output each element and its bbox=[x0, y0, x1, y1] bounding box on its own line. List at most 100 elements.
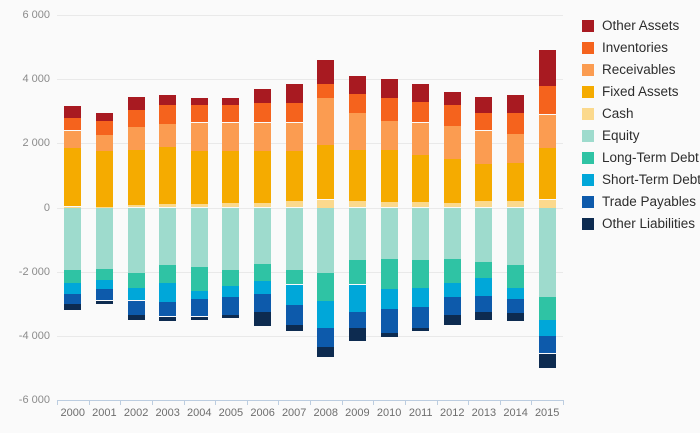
bar-segment-fixed-assets[interactable] bbox=[380, 149, 398, 202]
bar-segment-trade-payables[interactable] bbox=[285, 305, 303, 325]
bar-segment-fixed-assets[interactable] bbox=[443, 159, 461, 203]
bar-segment-short-term-debt[interactable] bbox=[254, 281, 272, 295]
bar-segment-other-liabilities[interactable] bbox=[190, 316, 208, 320]
bar-segment-cash[interactable] bbox=[64, 206, 82, 208]
bar-segment-cash[interactable] bbox=[380, 201, 398, 208]
bar-segment-other-assets[interactable] bbox=[127, 96, 145, 110]
bar-segment-other-assets[interactable] bbox=[159, 95, 177, 105]
bar-segment-inventories[interactable] bbox=[348, 93, 366, 113]
bar-segment-fixed-assets[interactable] bbox=[159, 146, 177, 204]
bar-segment-trade-payables[interactable] bbox=[159, 302, 177, 317]
bar-segment-trade-payables[interactable] bbox=[95, 289, 113, 301]
bar-segment-long-term-debt[interactable] bbox=[380, 258, 398, 290]
legend-item-cash[interactable]: Cash bbox=[582, 107, 700, 120]
bar-segment-inventories[interactable] bbox=[285, 103, 303, 123]
bar-segment-other-liabilities[interactable] bbox=[95, 300, 113, 304]
bar-segment-trade-payables[interactable] bbox=[507, 298, 525, 314]
bar-segment-long-term-debt[interactable] bbox=[412, 260, 430, 288]
legend-item-trade-payables[interactable]: Trade Payables bbox=[582, 195, 700, 208]
bar-segment-receivables[interactable] bbox=[443, 125, 461, 160]
bar-segment-receivables[interactable] bbox=[285, 122, 303, 152]
bar-segment-inventories[interactable] bbox=[64, 117, 82, 131]
bar-segment-equity[interactable] bbox=[380, 207, 398, 259]
bar-segment-fixed-assets[interactable] bbox=[222, 151, 240, 204]
bar-segment-inventories[interactable] bbox=[254, 103, 272, 123]
bar-segment-trade-payables[interactable] bbox=[443, 297, 461, 315]
bar-segment-inventories[interactable] bbox=[475, 112, 493, 131]
bar-segment-other-assets[interactable] bbox=[412, 84, 430, 102]
bar-segment-fixed-assets[interactable] bbox=[95, 151, 113, 207]
bar-segment-receivables[interactable] bbox=[412, 122, 430, 155]
legend-item-other-liabilities[interactable]: Other Liabilities bbox=[582, 217, 700, 230]
bar-segment-other-liabilities[interactable] bbox=[507, 313, 525, 322]
bar-segment-equity[interactable] bbox=[127, 207, 145, 274]
bar-segment-other-assets[interactable] bbox=[443, 92, 461, 105]
bar-segment-long-term-debt[interactable] bbox=[348, 260, 366, 285]
bar-segment-other-liabilities[interactable] bbox=[285, 324, 303, 331]
bar-segment-receivables[interactable] bbox=[222, 122, 240, 152]
bar-segment-short-term-debt[interactable] bbox=[412, 287, 430, 307]
bar-segment-equity[interactable] bbox=[190, 207, 208, 267]
bar-segment-long-term-debt[interactable] bbox=[507, 265, 525, 288]
legend-item-inventories[interactable]: Inventories bbox=[582, 41, 700, 54]
bar-segment-cash[interactable] bbox=[222, 203, 240, 208]
bar-segment-cash[interactable] bbox=[254, 203, 272, 208]
bar-segment-receivables[interactable] bbox=[127, 127, 145, 150]
bar-segment-other-assets[interactable] bbox=[190, 98, 208, 105]
bar-segment-equity[interactable] bbox=[507, 207, 525, 266]
bar-segment-short-term-debt[interactable] bbox=[127, 287, 145, 301]
bar-segment-other-liabilities[interactable] bbox=[317, 347, 335, 357]
bar-segment-cash[interactable] bbox=[159, 203, 177, 208]
bar-segment-fixed-assets[interactable] bbox=[317, 144, 335, 200]
bar-segment-other-assets[interactable] bbox=[475, 96, 493, 113]
legend-item-other-assets[interactable]: Other Assets bbox=[582, 19, 700, 32]
bar-segment-equity[interactable] bbox=[222, 207, 240, 271]
bar-segment-other-assets[interactable] bbox=[285, 84, 303, 104]
bar-segment-cash[interactable] bbox=[317, 199, 335, 208]
bar-segment-other-assets[interactable] bbox=[95, 112, 113, 121]
bar-segment-long-term-debt[interactable] bbox=[285, 270, 303, 285]
bar-segment-cash[interactable] bbox=[443, 202, 461, 208]
bar-segment-equity[interactable] bbox=[95, 207, 113, 269]
bar-segment-long-term-debt[interactable] bbox=[317, 273, 335, 301]
bar-segment-trade-payables[interactable] bbox=[127, 300, 145, 315]
bar-segment-equity[interactable] bbox=[317, 207, 335, 274]
bar-segment-other-assets[interactable] bbox=[348, 76, 366, 94]
legend-item-long-term-debt[interactable]: Long-Term Debt bbox=[582, 151, 700, 164]
bar-segment-long-term-debt[interactable] bbox=[159, 265, 177, 283]
bar-segment-cash[interactable] bbox=[348, 201, 366, 208]
legend-item-receivables[interactable]: Receivables bbox=[582, 63, 700, 76]
bar-segment-trade-payables[interactable] bbox=[412, 307, 430, 328]
bar-segment-inventories[interactable] bbox=[538, 85, 556, 115]
bar-segment-fixed-assets[interactable] bbox=[507, 162, 525, 202]
bar-segment-fixed-assets[interactable] bbox=[64, 148, 82, 207]
bar-segment-fixed-assets[interactable] bbox=[127, 149, 145, 205]
bar-segment-other-assets[interactable] bbox=[254, 88, 272, 104]
bar-segment-other-assets[interactable] bbox=[538, 50, 556, 86]
bar-segment-short-term-debt[interactable] bbox=[475, 278, 493, 296]
bar-segment-other-liabilities[interactable] bbox=[380, 332, 398, 338]
bar-segment-cash[interactable] bbox=[127, 204, 145, 208]
bar-segment-cash[interactable] bbox=[475, 201, 493, 208]
legend-item-fixed-assets[interactable]: Fixed Assets bbox=[582, 85, 700, 98]
bar-segment-long-term-debt[interactable] bbox=[254, 263, 272, 282]
bar-segment-short-term-debt[interactable] bbox=[222, 286, 240, 298]
bar-segment-equity[interactable] bbox=[443, 207, 461, 259]
bar-segment-inventories[interactable] bbox=[159, 104, 177, 125]
bar-segment-fixed-assets[interactable] bbox=[538, 148, 556, 200]
bar-segment-equity[interactable] bbox=[159, 207, 177, 266]
legend-item-equity[interactable]: Equity bbox=[582, 129, 700, 142]
bar-segment-equity[interactable] bbox=[475, 207, 493, 262]
bar-segment-short-term-debt[interactable] bbox=[317, 300, 335, 328]
bar-segment-trade-payables[interactable] bbox=[538, 335, 556, 354]
bar-segment-fixed-assets[interactable] bbox=[348, 149, 366, 202]
bar-segment-other-liabilities[interactable] bbox=[475, 311, 493, 320]
bar-segment-other-assets[interactable] bbox=[380, 79, 398, 99]
bar-segment-fixed-assets[interactable] bbox=[475, 164, 493, 202]
bar-segment-long-term-debt[interactable] bbox=[127, 273, 145, 288]
bar-segment-cash[interactable] bbox=[285, 201, 303, 208]
bar-segment-long-term-debt[interactable] bbox=[95, 268, 113, 280]
bar-segment-short-term-debt[interactable] bbox=[443, 282, 461, 298]
bar-segment-short-term-debt[interactable] bbox=[507, 287, 525, 299]
bar-segment-equity[interactable] bbox=[64, 207, 82, 271]
